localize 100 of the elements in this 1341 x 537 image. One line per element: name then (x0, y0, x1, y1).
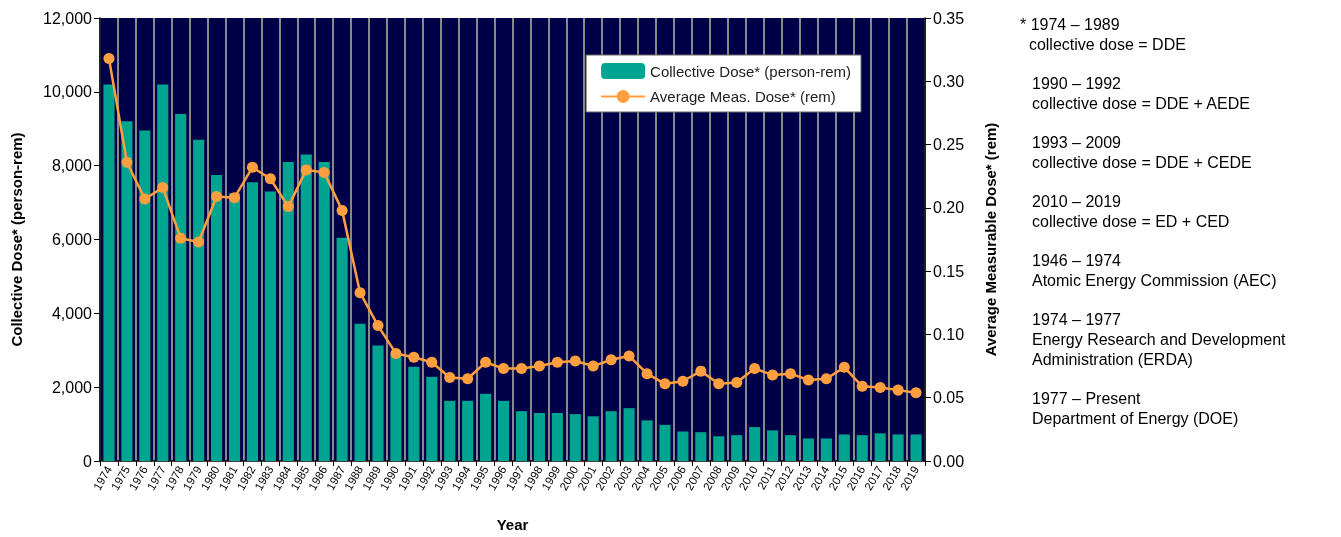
bar (282, 161, 294, 461)
bar (820, 438, 832, 461)
point (749, 363, 761, 375)
y-tick-label: 10,000 (43, 83, 93, 101)
point (820, 373, 832, 385)
point (300, 164, 312, 176)
y-tick-label: 0 (83, 452, 93, 470)
y2-tick-label: 0.00 (933, 452, 965, 470)
bar (103, 84, 115, 461)
point (677, 375, 689, 387)
bar (623, 408, 635, 461)
text: 1977 – Present Department of Energy (DOE) (1032, 389, 1239, 427)
point (139, 193, 151, 205)
bar (749, 427, 761, 461)
bar (695, 432, 707, 461)
bar (444, 400, 456, 461)
bar (551, 413, 563, 461)
text: * 1974 – 1989 collective dose = DDE (1020, 15, 1186, 53)
bar (587, 416, 599, 461)
y2-axis-title: Average Measurable Dose* (rem) (982, 122, 999, 357)
y2-tick-label: 0.15 (933, 262, 965, 280)
y-axis-title: Collective Dose* (person-rem) (8, 132, 25, 347)
bar (533, 413, 545, 461)
y-tick-label: 4,000 (51, 304, 93, 322)
bar (193, 139, 205, 461)
point (569, 355, 581, 367)
text: 1993 – 2009 collective dose = DDE + CEDE (1032, 133, 1252, 171)
point (193, 236, 205, 248)
point (390, 347, 402, 359)
point (533, 360, 545, 372)
point (767, 369, 779, 381)
bar (390, 353, 402, 461)
point (641, 368, 653, 380)
bar (300, 154, 312, 461)
y2-tick-label: 0.05 (933, 389, 965, 407)
point (282, 201, 294, 213)
point (246, 161, 258, 173)
bar (139, 130, 151, 461)
bar (336, 237, 348, 461)
point (318, 166, 330, 178)
text: 2010 – 2019 collective dose = ED + CED (1032, 192, 1230, 230)
y2-tick-label: 0.20 (933, 199, 965, 217)
point (264, 173, 276, 185)
bar (874, 433, 886, 461)
point (605, 354, 617, 366)
bar (175, 113, 187, 461)
x-axis-title: Year (496, 516, 529, 533)
point (551, 356, 563, 368)
legend-label: Average Meas. Dose* (rem) (650, 88, 836, 105)
bar (372, 345, 384, 461)
y2-tick-label: 0.25 (933, 136, 965, 154)
bar (605, 411, 617, 461)
y2-tick-label: 0.35 (933, 9, 965, 27)
bar (318, 161, 330, 461)
text: 1946 – 1974 Atomic Energy Commission (AEC) (1032, 251, 1277, 289)
point (336, 204, 348, 216)
point (838, 361, 850, 373)
bar (910, 434, 922, 461)
point (695, 365, 707, 377)
point (498, 363, 510, 375)
point (175, 232, 187, 244)
bar (426, 376, 438, 461)
bar (659, 424, 671, 461)
point (623, 350, 635, 362)
bar (228, 193, 241, 461)
point (372, 320, 384, 332)
bar (766, 430, 779, 461)
bar (569, 414, 581, 461)
bar (157, 84, 169, 461)
bar (497, 400, 510, 461)
bar (856, 435, 868, 461)
y-tick-label: 8,000 (51, 157, 93, 175)
text: 1990 – 1992 collective dose = DDE + AEDE (1032, 74, 1250, 112)
point (103, 53, 115, 64)
point (121, 156, 133, 168)
point (659, 378, 671, 390)
bar (802, 438, 814, 461)
point (910, 387, 922, 399)
point (211, 190, 223, 202)
point (444, 371, 456, 383)
bar (731, 435, 743, 461)
bar (480, 393, 492, 461)
y2-tick-label: 0.30 (933, 72, 965, 90)
bar (838, 434, 850, 461)
point (587, 360, 599, 372)
point (480, 356, 492, 368)
bar (892, 434, 904, 461)
point (426, 356, 438, 368)
bar (515, 411, 528, 461)
bar (408, 366, 420, 461)
bar (264, 191, 276, 461)
bar (784, 435, 797, 461)
point (229, 192, 241, 204)
point (462, 373, 474, 385)
point (515, 363, 527, 375)
point (892, 384, 904, 396)
point (354, 287, 366, 299)
point (856, 380, 868, 392)
y-tick-label: 6,000 (51, 231, 93, 248)
legend-label: Collective Dose* (person-rem) (650, 62, 852, 80)
